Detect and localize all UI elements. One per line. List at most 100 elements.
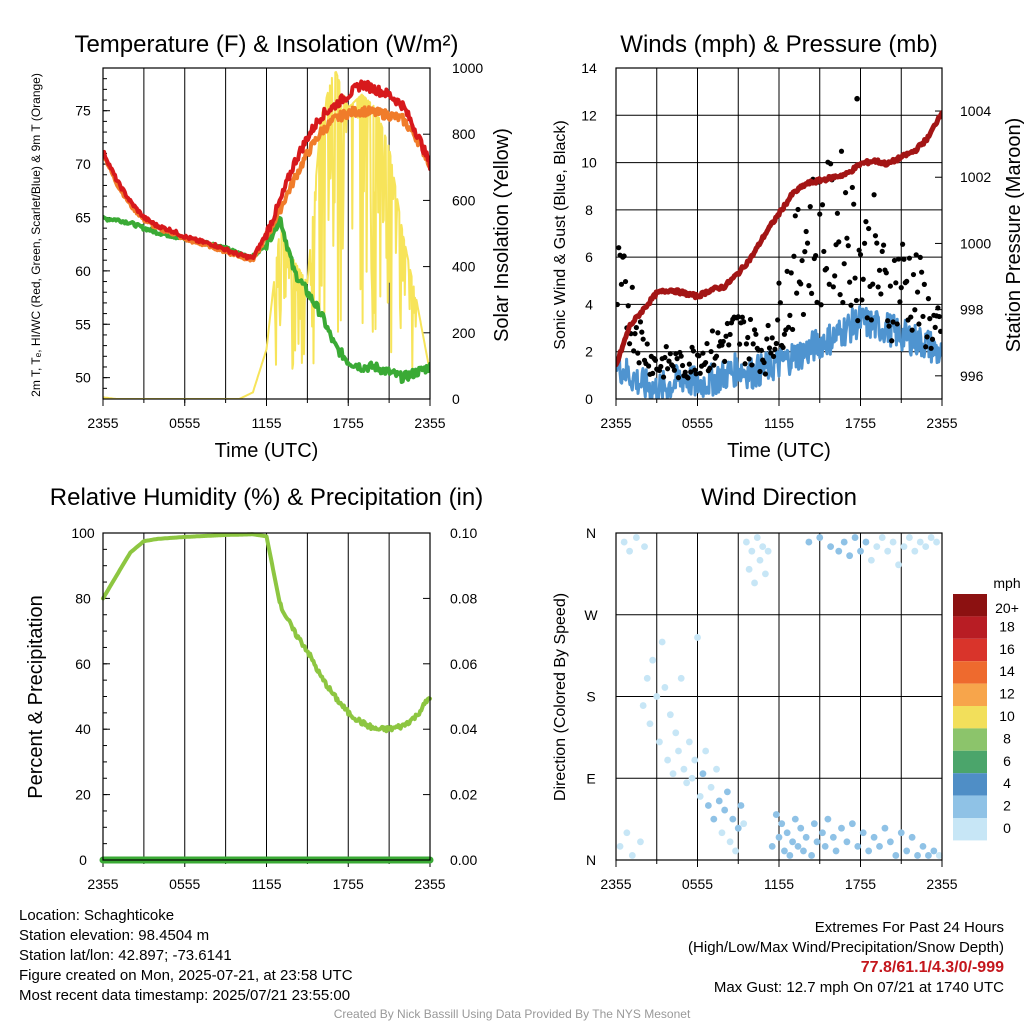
direction-point [865, 847, 873, 855]
station-info: Location: Schaghticoke Station elevation… [19, 906, 353, 1006]
direction-point [783, 829, 791, 837]
gust-point [656, 367, 663, 374]
gust-point [818, 302, 824, 308]
gust-point [893, 280, 899, 286]
direction-point [646, 720, 654, 728]
gust-point [751, 327, 758, 333]
colorbar-label: 14 [999, 663, 1015, 679]
gust-point [913, 252, 919, 258]
direction-point [726, 838, 734, 846]
y-tick-label: E [586, 770, 595, 786]
gust-point [639, 329, 645, 335]
gust-point [785, 324, 792, 330]
x-tick-label: 0555 [169, 876, 200, 892]
colorbar-swatch [953, 683, 987, 706]
gust-point [735, 314, 741, 320]
gust-point [798, 281, 804, 287]
direction-point [911, 547, 919, 555]
colorbar-swatch [953, 795, 987, 818]
x-tick-label: 1755 [845, 415, 876, 431]
gust-point [652, 357, 658, 363]
gust-point [851, 201, 857, 207]
colorbar-title: mph [993, 575, 1020, 591]
gust-point [874, 240, 880, 246]
y2-tick-label: 0.08 [450, 590, 477, 606]
plot-frame [615, 532, 943, 861]
gust-point [890, 319, 896, 325]
y-tick-label: N [586, 852, 596, 868]
y2-tick-label: 996 [960, 368, 984, 384]
direction-point [778, 820, 786, 828]
gust-point [741, 319, 747, 325]
gust-point [666, 358, 672, 364]
series-insolation [103, 71, 430, 399]
gust-point [889, 338, 895, 344]
direction-point [843, 838, 851, 846]
station-latlon: Station lat/lon: 42.897; -73.6141 [19, 947, 232, 964]
gust-point [875, 284, 881, 290]
direction-point [683, 779, 691, 787]
gust-point [769, 335, 775, 341]
gust-point [660, 374, 667, 380]
direction-point [819, 829, 826, 837]
colorbar-label: 12 [999, 686, 1015, 702]
gust-point [887, 283, 893, 289]
gust-point [800, 311, 807, 318]
gust-point [711, 362, 717, 368]
direction-point [791, 815, 799, 823]
direction-point [696, 793, 704, 800]
station-elevation: Station elevation: 98.4504 m [19, 927, 210, 944]
gust-point [713, 353, 720, 359]
gust-point [910, 271, 917, 278]
gust-point [758, 347, 764, 353]
gust-point [901, 256, 907, 262]
colorbar-swatch [953, 750, 987, 774]
direction-point [827, 543, 835, 551]
gust-point [895, 256, 902, 262]
gust-point [814, 299, 820, 305]
gust-point [823, 265, 830, 272]
gust-point [788, 270, 794, 276]
direction-point [616, 842, 624, 850]
gust-point [883, 270, 889, 276]
gust-point [663, 344, 669, 350]
direction-point [862, 538, 870, 546]
gust-point [704, 340, 710, 347]
direction-point [897, 829, 905, 837]
gust-point [792, 213, 798, 219]
colorbar-swatch [953, 818, 987, 841]
direction-point [661, 684, 669, 691]
direction-point [781, 847, 788, 855]
gust-point [855, 318, 861, 324]
gust-point [772, 346, 778, 352]
gust-point [688, 369, 694, 375]
y2-axis-label: Station Pressure (Maroon) [1003, 118, 1024, 353]
gust-point [787, 312, 793, 318]
gust-point [900, 241, 906, 247]
gust-point [635, 350, 641, 356]
direction-point [919, 842, 927, 850]
direction-point [922, 543, 930, 551]
gust-point [894, 321, 900, 327]
panel-1: 2355 0555 1155 1755 2355 Temperature (F) & In… [29, 31, 513, 462]
gust-point [916, 321, 922, 327]
recent-timestamp: Most recent data timestamp: 2025/07/21 2… [19, 987, 351, 1004]
gust-point [917, 254, 923, 260]
x-tick-label: 1155 [251, 876, 281, 892]
gust-point [870, 281, 876, 287]
direction-point [643, 674, 651, 682]
direction-point [751, 579, 758, 587]
gust-point [919, 269, 925, 275]
direction-point [903, 847, 911, 855]
x-tick-label: 2355 [414, 876, 445, 892]
direction-point [702, 747, 710, 755]
x-tick-label: 2355 [926, 415, 957, 431]
direction-point [713, 765, 720, 773]
gust-point [938, 328, 942, 335]
gust-point [746, 356, 752, 362]
panel-4: 2355 0555 1155 1755 2355 Wind Direction N E S W N D… [552, 484, 958, 892]
direction-point [916, 538, 924, 546]
direction-point [867, 556, 875, 564]
direction-point [649, 656, 657, 664]
direction-point [753, 534, 761, 541]
